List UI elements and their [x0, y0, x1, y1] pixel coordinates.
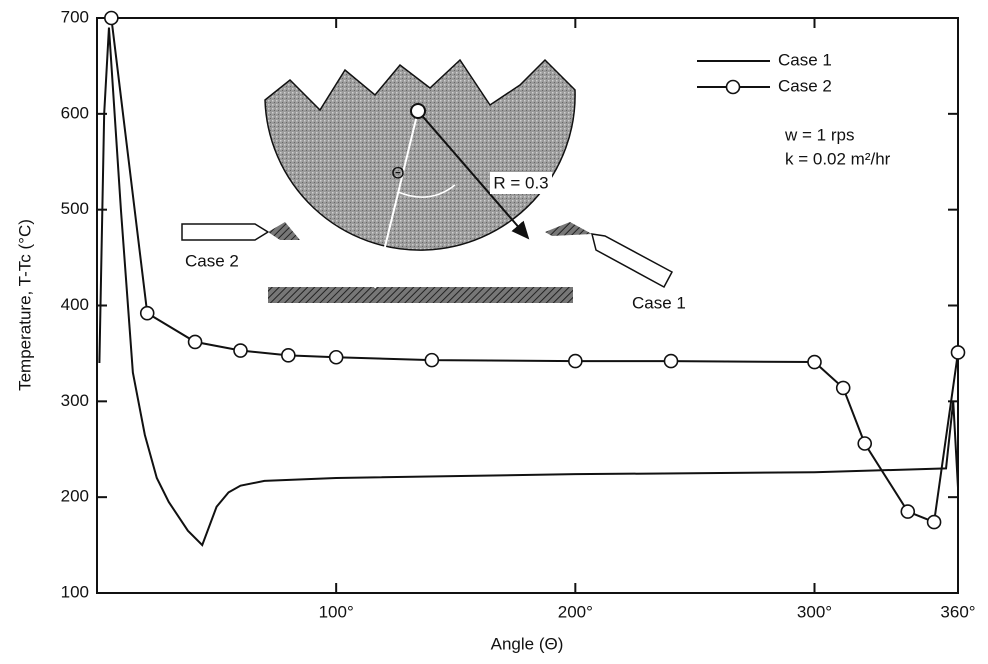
y-tick-label: 700	[61, 7, 89, 26]
data-point	[807, 354, 822, 370]
y-tick-label: 500	[61, 199, 89, 218]
data-point	[835, 380, 851, 396]
data-point	[104, 10, 119, 26]
y-tick-label: 300	[61, 391, 89, 410]
x-tick-label: 300°	[797, 602, 832, 621]
x-tick-label: 360°	[940, 602, 975, 621]
data-point	[328, 349, 344, 365]
data-point	[233, 343, 248, 358]
data-point	[281, 348, 296, 363]
y-axis-label: Temperature, T-Tc (°C)	[15, 219, 34, 391]
y-tick-label: 100	[61, 582, 89, 601]
data-point	[139, 305, 155, 321]
legend-label: Case 1	[778, 50, 832, 69]
x-axis-label: Angle (Θ)	[491, 634, 564, 653]
inset-diagram: Θ R = 0.3 Case 2 Case 1	[181, 58, 686, 312]
annotation: k = 0.02 m²/hr	[785, 149, 891, 168]
data-point	[424, 352, 440, 368]
inset-label: R = 0.3	[493, 173, 548, 192]
data-point	[950, 345, 966, 360]
y-tick-label: 600	[61, 103, 89, 122]
data-point	[663, 353, 679, 369]
annotation: w = 1 rps	[784, 125, 854, 144]
series-line	[98, 27, 959, 547]
data-point	[900, 504, 916, 519]
inset-label: Θ	[391, 163, 404, 182]
inset-label: Case 2	[185, 251, 239, 270]
data-point	[187, 334, 203, 350]
legend-marker	[725, 79, 741, 95]
data-point	[926, 514, 942, 530]
x-tick-label: 200°	[558, 602, 593, 621]
x-tick-label: 100°	[319, 602, 354, 621]
inset-label: Case 1	[632, 293, 686, 312]
y-tick-label: 400	[61, 295, 89, 314]
legend-label: Case 2	[778, 76, 832, 95]
y-tick-label: 200	[61, 487, 89, 506]
data-point	[568, 353, 583, 369]
data-point	[857, 436, 873, 451]
